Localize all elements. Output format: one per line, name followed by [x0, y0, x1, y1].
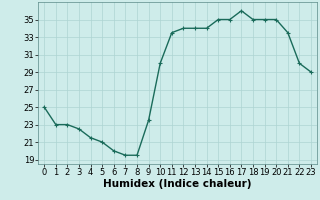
X-axis label: Humidex (Indice chaleur): Humidex (Indice chaleur) — [103, 179, 252, 189]
